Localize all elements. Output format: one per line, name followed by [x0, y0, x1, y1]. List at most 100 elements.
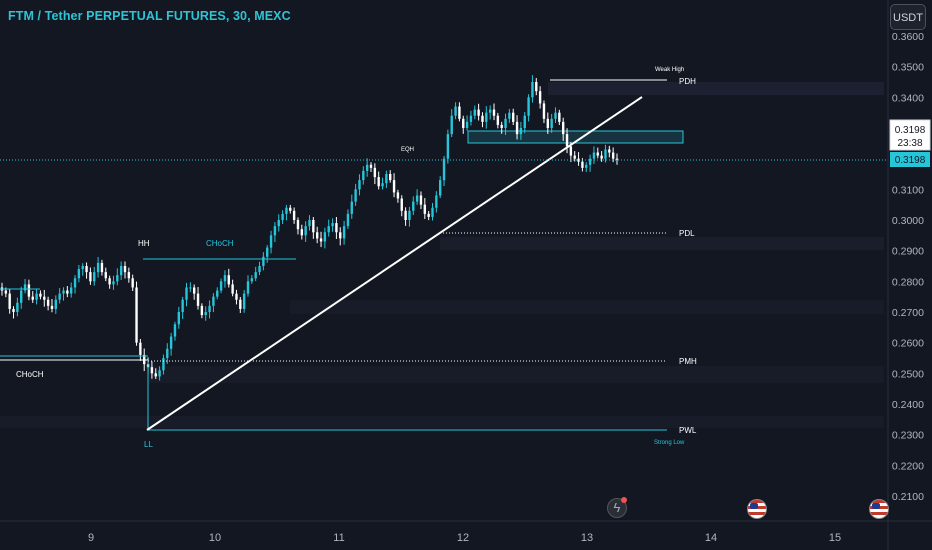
candle-body [223, 275, 227, 282]
choch-upper-label: CHoCH [206, 239, 234, 248]
eqh-label: EQH [401, 147, 414, 153]
price-tick-label: 0.3400 [892, 92, 924, 104]
time-axis[interactable]: 9 10 11 12 13 14 15 [88, 532, 841, 544]
zone-band-pdh [548, 82, 884, 95]
ll-label: LL [144, 440, 153, 449]
candle-body [369, 164, 373, 168]
price-tick-label: 0.2100 [892, 491, 924, 503]
candle-body [35, 293, 38, 300]
candle-body [173, 324, 177, 337]
candle-body [131, 278, 134, 288]
candle-body [292, 210, 296, 221]
zone-band-mid [290, 300, 884, 314]
candle-body [266, 247, 269, 257]
us-flag-icon[interactable] [869, 499, 889, 519]
chart-title: FTM / Tether PERPETUAL FUTURES, 30, MEXC [8, 9, 291, 23]
candle-body [396, 192, 400, 199]
candle-body [465, 121, 469, 129]
time-tick-label: 11 [333, 532, 344, 544]
candle-body [27, 284, 31, 297]
candle-body [158, 370, 161, 377]
candle-body [196, 293, 200, 306]
candle-body [185, 287, 188, 300]
candle-body [492, 109, 496, 116]
candle-body [446, 134, 450, 159]
price-tick-label: 0.2300 [892, 430, 924, 442]
candle-body [16, 302, 19, 313]
zone-band-pmh [148, 366, 884, 383]
time-tick-label: 14 [705, 532, 717, 544]
current-price-value: 0.3198 [895, 125, 926, 136]
candle-body [385, 174, 388, 184]
candle-body [66, 290, 69, 294]
price-tick-label: 0.2200 [892, 460, 924, 472]
candle-body [285, 207, 288, 214]
currency-button[interactable]: USDT [890, 4, 926, 30]
candle-body [419, 195, 423, 205]
candle-body [300, 229, 304, 236]
candle-body [450, 115, 453, 135]
candle-body [608, 149, 611, 153]
candle-body [577, 158, 580, 162]
candle-body [4, 290, 8, 294]
price-tick-label: 0.2700 [892, 307, 924, 319]
lightning-icon[interactable]: ϟ [607, 497, 627, 518]
candle-body [508, 112, 511, 119]
price-tick-label: 0.3000 [892, 215, 924, 227]
candle-body [119, 266, 123, 276]
candle-body [454, 106, 457, 116]
candle-body [235, 293, 238, 300]
candle-body [358, 180, 361, 190]
candle-body [96, 262, 100, 273]
candle-body [362, 170, 365, 181]
candle-body [127, 272, 131, 279]
time-tick-label: 10 [209, 532, 221, 544]
trendline[interactable] [146, 96, 643, 431]
candle-body [319, 238, 323, 242]
candle-body [208, 305, 211, 313]
candle-body [135, 287, 138, 343]
price-tick-label: 0.2400 [892, 399, 924, 411]
candle-body [239, 299, 242, 309]
candle-body [123, 266, 127, 273]
candle-body [512, 112, 515, 122]
candle-body [69, 287, 73, 294]
candle-body [219, 281, 223, 291]
pwl-label: PWL [679, 426, 697, 435]
price-tick-label: 0.3600 [892, 31, 924, 43]
candle-body [373, 167, 377, 178]
candle-body [527, 97, 530, 116]
candle-body [23, 284, 27, 291]
candle-body [581, 161, 584, 168]
candle-body [462, 118, 465, 129]
candle-body [377, 177, 380, 187]
candles-group [0, 75, 619, 381]
candle-body [458, 106, 461, 119]
candle-body [392, 180, 396, 193]
candle-body [531, 82, 534, 98]
candle-body [39, 293, 42, 297]
candle-body [354, 189, 357, 202]
pdh-label: PDH [679, 77, 696, 86]
weak-high-label: Weak High [655, 67, 684, 73]
candle-body [542, 103, 546, 119]
time-tick-label: 12 [457, 532, 469, 544]
candle-body [262, 256, 265, 267]
candle-body [412, 201, 415, 211]
time-tick-label: 9 [88, 532, 94, 544]
candle-body [485, 112, 488, 122]
candle-body [93, 272, 96, 282]
price-axis[interactable]: 0.36000.35000.34000.33000.32000.31000.30… [892, 31, 924, 503]
candle-body [31, 296, 34, 300]
candle-body [77, 269, 81, 279]
candle-body [8, 293, 11, 309]
us-flag-icon[interactable] [747, 499, 767, 519]
hh-label: HH [138, 239, 150, 248]
candle-body [473, 109, 476, 116]
candle-body [431, 207, 434, 217]
candle-body [404, 210, 407, 221]
candle-body [400, 198, 403, 211]
candle-body [350, 201, 353, 214]
candle-body [585, 164, 588, 168]
